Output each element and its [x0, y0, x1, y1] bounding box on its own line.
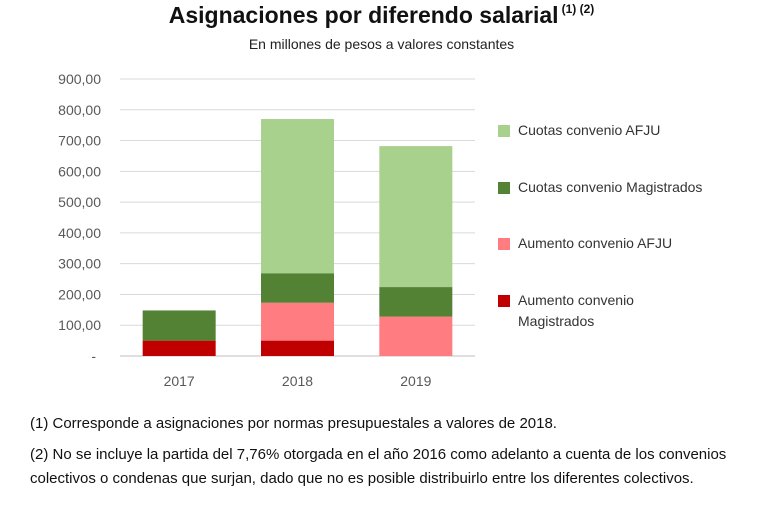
chart-title: Asignaciones por diferendo salarial (1) (…: [0, 2, 763, 29]
bar-segment: [379, 146, 453, 288]
y-tick-label: 200,00: [58, 286, 101, 302]
legend-item-aumento-magistrados: Aumento convenio Magistrados: [498, 292, 648, 332]
x-category-label: 2019: [400, 373, 431, 389]
bar-segment: [261, 340, 334, 356]
legend-label: Aumento convenio AFJU: [518, 235, 673, 251]
title-footnote-refs: (1) (2): [561, 2, 595, 16]
bar-segment: [379, 287, 453, 317]
legend-swatch: [498, 125, 510, 137]
y-tick-label: 700,00: [58, 133, 101, 149]
x-category-label: 2017: [164, 373, 195, 389]
bar-segment: [142, 310, 216, 341]
legend-item-aumento-afju: Aumento convenio AFJU: [498, 235, 672, 254]
stacked-bar-chart: - 100,00 200,00 300,00 400,00 500,00 600,00 700…: [58, 71, 475, 389]
bars: [142, 119, 453, 356]
bar-segment: [142, 340, 216, 356]
bar-segment: [261, 119, 334, 274]
y-tick-label: 900,00: [58, 71, 101, 87]
footnote-1: (1) Corresponde a asignaciones por norma…: [30, 415, 557, 432]
legend-swatch: [498, 295, 510, 307]
legend-item-cuotas-afju: Cuotas convenio AFJU: [498, 122, 660, 141]
y-tick-label: 300,00: [58, 256, 101, 272]
y-axis-ticks: - 100,00 200,00 300,00 400,00 500,00 600,00 700…: [58, 71, 101, 364]
bar-segment: [261, 273, 334, 303]
chart-title-text: Asignaciones por diferendo salarial: [168, 2, 559, 28]
legend-label: Aumento convenio Magistrados: [518, 292, 634, 329]
bar-segment: [261, 302, 334, 341]
legend-label: Cuotas convenio AFJU: [518, 122, 661, 138]
y-tick-label: 800,00: [58, 102, 101, 118]
legend-swatch: [498, 238, 510, 250]
y-tick-label: 100,00: [58, 317, 101, 333]
legend-swatch: [498, 182, 510, 194]
y-tick-label: 400,00: [58, 225, 101, 241]
legend-item-cuotas-magistrados: Cuotas convenio Magistrados: [498, 179, 702, 198]
chart-subtitle: En millones de pesos a valores constante…: [248, 36, 515, 52]
bar-segment: [379, 316, 453, 356]
y-tick-label: -: [91, 348, 96, 364]
y-tick-label: 600,00: [58, 163, 101, 179]
x-category-label: 2018: [282, 373, 313, 389]
footnotes: (1) Corresponde a asignaciones por norma…: [30, 412, 750, 491]
x-axis-labels: 2017 2018 2019: [164, 373, 432, 389]
y-tick-label: 500,00: [58, 194, 101, 210]
legend-label: Cuotas convenio Magistrados: [518, 179, 703, 195]
footnote-2: (2) No se incluye la partida del 7,76% o…: [30, 446, 727, 487]
